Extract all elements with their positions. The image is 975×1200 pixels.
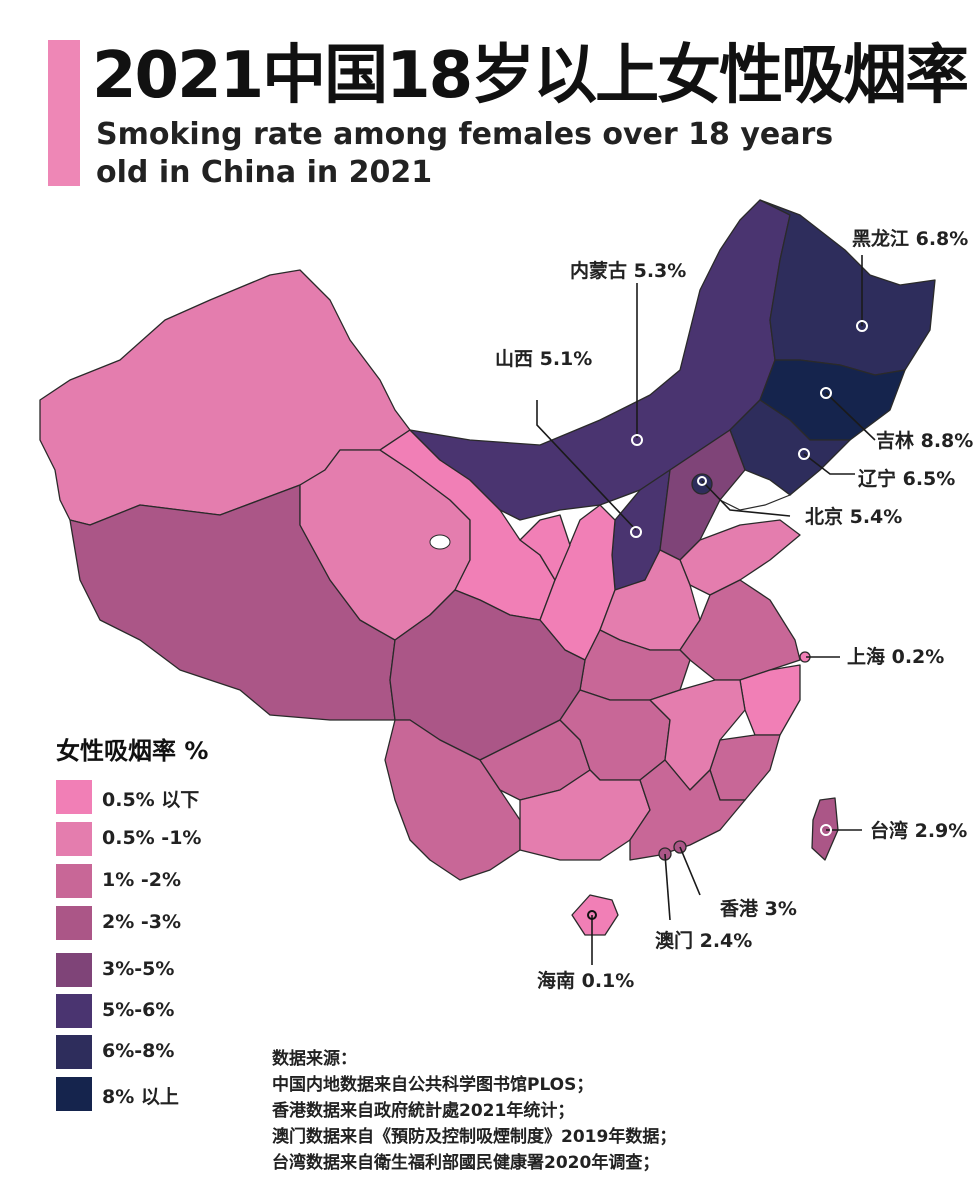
legend-swatch <box>56 906 92 940</box>
legend-label: 3%-5% <box>102 958 175 980</box>
legend-swatch <box>56 953 92 987</box>
title-chinese: 2021中国18岁以上女性吸烟率 <box>92 39 969 113</box>
leader-shanxi <box>536 400 637 531</box>
region-hebei <box>659 429 746 561</box>
region-guangdong <box>629 759 746 861</box>
legend-swatch <box>56 994 92 1028</box>
region-zhejiang <box>739 664 801 736</box>
label-hongkong: 香港 3% <box>720 898 797 920</box>
title-accent-bar <box>48 40 80 186</box>
dot-beijing <box>697 476 707 486</box>
leader-liaoning <box>803 453 855 475</box>
label-shanghai: 上海 0.2% <box>847 646 945 668</box>
data-sources: 数据来源： 中国内地数据来自公共科学图书馆PLOS； 香港数据来自政府統計處20… <box>272 1046 962 1176</box>
region-jiangsu <box>679 579 801 681</box>
label-hainan: 海南 0.1% <box>537 970 635 992</box>
dot-heilongjiang <box>856 320 868 332</box>
label-heilongjiang: 黑龙江 6.8% <box>852 228 969 250</box>
label-neimenggu: 内蒙古 5.3% <box>570 260 687 282</box>
legend-label: 1% -2% <box>102 869 182 891</box>
label-beijing: 北京 5.4% <box>805 506 903 528</box>
label-jilin: 吉林 8.8% <box>876 430 974 452</box>
source-line: 台湾数据来自衛生福利部國民健康署2020年调查； <box>272 1153 660 1173</box>
source-line: 澳门数据来自《預防及控制吸煙制度》2019年数据； <box>272 1127 677 1147</box>
source-line: 香港数据来自政府統計處2021年统计； <box>272 1101 575 1121</box>
label-macau: 澳门 2.4% <box>655 930 753 952</box>
region-fujian <box>709 734 781 801</box>
leader-hongkong <box>679 846 701 896</box>
leader-jilin <box>825 392 876 441</box>
legend-swatch <box>56 822 92 856</box>
region-ningxia <box>519 514 571 581</box>
leader-macau <box>664 853 671 921</box>
dot-liaoning <box>798 448 810 460</box>
dot-neimenggu <box>631 434 643 446</box>
label-liaoning: 辽宁 6.5% <box>858 468 956 490</box>
leader-beijing <box>701 480 791 517</box>
dot-shanxi <box>630 526 642 538</box>
legend-label: 0.5% -1% <box>102 827 202 849</box>
legend-title: 女性吸烟率 % <box>56 737 209 765</box>
region-jiangxi <box>649 679 746 791</box>
label-taiwan: 台湾 2.9% <box>870 820 968 842</box>
legend-label: 2% -3% <box>102 911 182 933</box>
dot-hainan <box>587 910 597 920</box>
dot-jilin <box>820 387 832 399</box>
dot-taiwan <box>820 824 832 836</box>
legend-swatch <box>56 864 92 898</box>
region-taiwan <box>811 797 839 861</box>
legend-swatch <box>56 1077 92 1111</box>
region-yunnan <box>384 719 521 881</box>
legend-label: 5%-6% <box>102 999 175 1021</box>
source-line: 中国内地数据来自公共科学图书馆PLOS； <box>272 1075 594 1095</box>
legend-swatch <box>56 1035 92 1069</box>
legend-label: 0.5% 以下 <box>102 789 200 811</box>
label-shanxi: 山西 5.1% <box>495 348 593 370</box>
legend-swatch <box>56 780 92 814</box>
qinghai-lake <box>429 534 451 550</box>
sources-heading: 数据来源： <box>272 1049 357 1069</box>
region-shandong <box>679 519 801 596</box>
legend-label: 8% 以上 <box>102 1086 179 1108</box>
title-english: Smoking rate among females over 18 years… <box>96 117 834 190</box>
legend-label: 6%-8% <box>102 1040 175 1062</box>
